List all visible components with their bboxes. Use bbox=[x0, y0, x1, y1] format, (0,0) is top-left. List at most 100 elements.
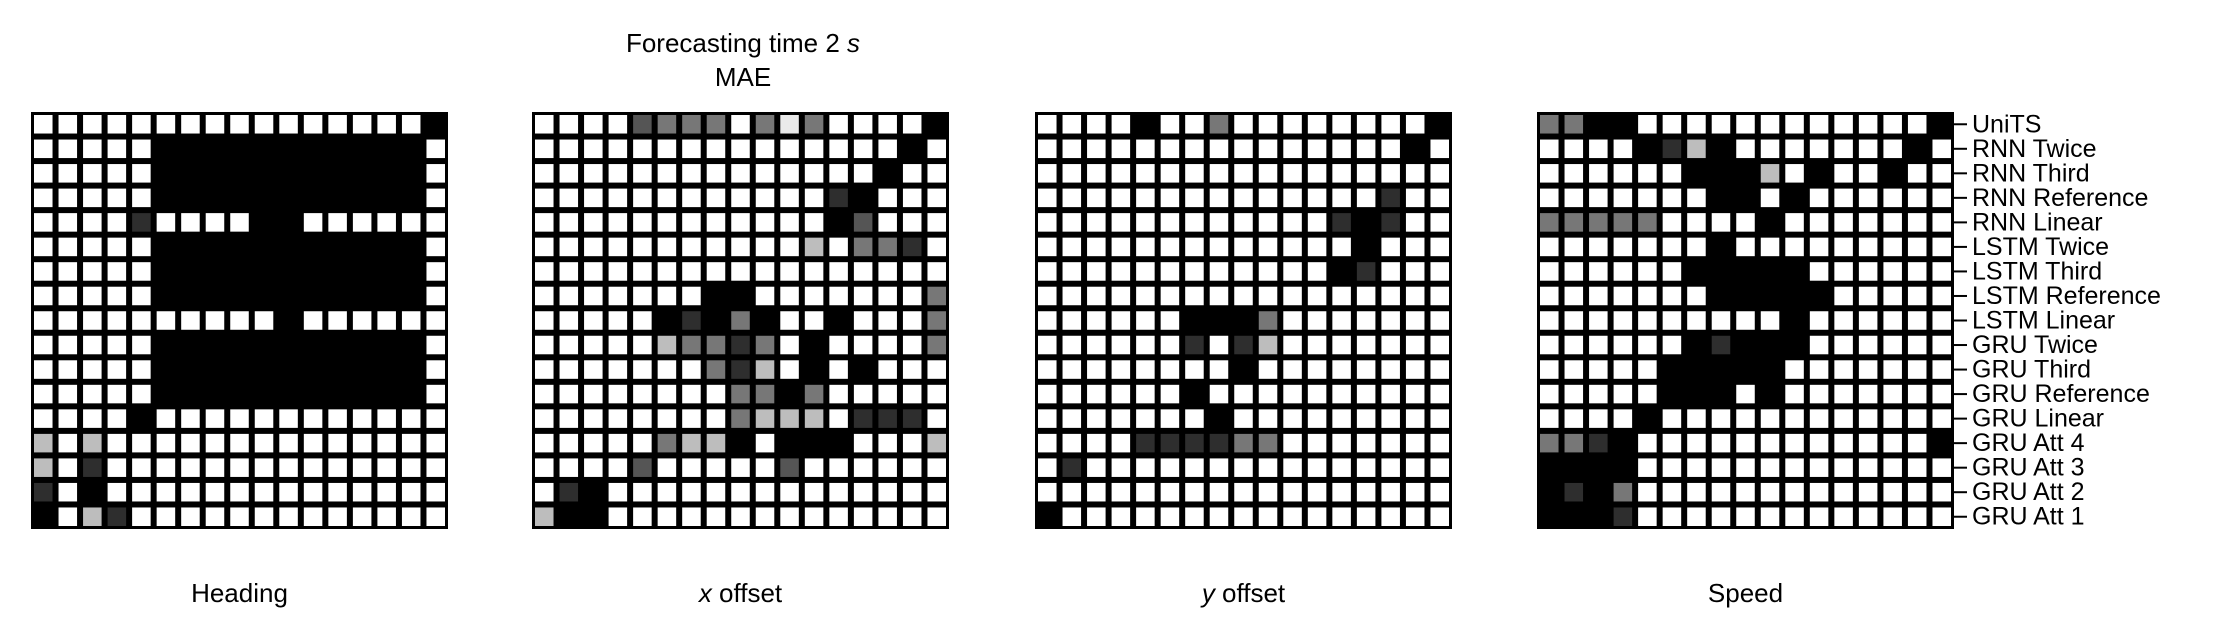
heatmap-cell bbox=[1332, 409, 1351, 428]
heatmap-cell bbox=[230, 335, 249, 355]
heatmap-cell bbox=[1062, 335, 1082, 355]
heatmap-cell bbox=[1834, 433, 1853, 453]
heatmap-cell bbox=[1736, 507, 1755, 526]
heatmap-cell bbox=[156, 164, 176, 183]
heatmap-cell bbox=[279, 335, 298, 355]
heatmap-cell bbox=[1185, 360, 1204, 379]
heatmap-cell bbox=[853, 384, 873, 404]
heatmap-cell bbox=[58, 139, 78, 159]
heatmap-cell bbox=[1307, 237, 1327, 257]
heatmap-cell bbox=[1564, 458, 1584, 477]
heatmap-cell bbox=[927, 360, 946, 379]
heatmap-cell bbox=[83, 384, 102, 404]
heatmap-cell bbox=[1638, 433, 1657, 453]
heatmap-cell bbox=[352, 433, 372, 453]
heatmap-cell bbox=[1307, 335, 1327, 355]
heatmap-cell bbox=[1736, 262, 1755, 281]
heatmap-cell bbox=[1136, 213, 1155, 232]
heatmap-cell bbox=[1858, 139, 1878, 159]
heatmap-cell bbox=[731, 262, 750, 281]
heatmap-cell bbox=[83, 115, 102, 134]
heatmap-cell bbox=[1785, 188, 1804, 208]
heatmap-cell bbox=[352, 139, 372, 159]
y-tick-label: GRU Linear bbox=[1972, 405, 2104, 433]
heatmap-cell bbox=[107, 507, 127, 526]
heatmap-cell bbox=[1809, 286, 1829, 306]
panel-label: x offset bbox=[697, 578, 783, 608]
heatmap-cell bbox=[279, 213, 298, 232]
heatmap-cell bbox=[377, 237, 396, 257]
heatmap-cell bbox=[1160, 360, 1180, 379]
heatmap-cell bbox=[279, 311, 298, 330]
heatmap-cell bbox=[584, 188, 603, 208]
heatmap-cell bbox=[1809, 213, 1829, 232]
heatmap-cell bbox=[1589, 433, 1608, 453]
heatmap-cell bbox=[1662, 237, 1682, 257]
heatmap-cell bbox=[780, 507, 799, 526]
heatmap-cell bbox=[1932, 115, 1951, 134]
heatmap-cell bbox=[401, 115, 421, 134]
heatmap-cell bbox=[1258, 164, 1278, 183]
heatmap-cell bbox=[1160, 458, 1180, 477]
heatmap-cell bbox=[682, 482, 701, 502]
heatmap-cell bbox=[804, 360, 824, 379]
heatmap-cell bbox=[853, 115, 873, 134]
heatmap-cell bbox=[1209, 188, 1229, 208]
heatmap-cell bbox=[1564, 433, 1584, 453]
heatmap-cell bbox=[1907, 164, 1927, 183]
heatmap-cell bbox=[1883, 188, 1902, 208]
heatmap-cell bbox=[829, 335, 848, 355]
heatmap-cell bbox=[1038, 115, 1057, 134]
heatmap-cell bbox=[1356, 262, 1376, 281]
heatmap-cell bbox=[1234, 409, 1253, 428]
heatmap-cell bbox=[132, 482, 151, 502]
heatmap-cell bbox=[1540, 507, 1559, 526]
heatmap-cell bbox=[633, 311, 652, 330]
heatmap-cell bbox=[927, 507, 946, 526]
heatmap-cell bbox=[755, 188, 775, 208]
panels-group: Heading x offset y offset Speed bbox=[31, 112, 1954, 608]
heatmap-cell bbox=[927, 433, 946, 453]
heatmap-cell bbox=[1087, 507, 1106, 526]
heatmap-cell bbox=[328, 433, 347, 453]
heatmap-cell bbox=[83, 335, 102, 355]
heatmap-cell bbox=[1209, 384, 1229, 404]
heatmap-cell bbox=[1283, 213, 1302, 232]
heatmap-cell bbox=[1332, 237, 1351, 257]
heatmap-cell bbox=[1907, 409, 1927, 428]
heatmap-cell bbox=[902, 115, 922, 134]
heatmap-cell bbox=[1160, 482, 1180, 502]
heatmap-cell bbox=[1136, 507, 1155, 526]
heatmap-cell bbox=[633, 482, 652, 502]
heatmap-cell bbox=[303, 335, 323, 355]
heatmap-cell bbox=[328, 335, 347, 355]
heatmap-cell bbox=[1038, 286, 1057, 306]
heatmap-cell bbox=[107, 384, 127, 404]
heatmap-cell bbox=[1638, 409, 1657, 428]
heatmap-cell bbox=[878, 433, 897, 453]
heatmap-cell bbox=[58, 458, 78, 477]
heatmap-cell bbox=[1307, 360, 1327, 379]
heatmap-cell bbox=[1834, 507, 1853, 526]
heatmap-cell bbox=[1760, 311, 1780, 330]
heatmap-cell bbox=[608, 335, 628, 355]
heatmap-cell bbox=[1160, 262, 1180, 281]
heatmap-cell bbox=[58, 115, 78, 134]
heatmap-cell bbox=[1785, 433, 1804, 453]
heatmap-cell bbox=[1185, 409, 1204, 428]
heatmap-cell bbox=[584, 286, 603, 306]
heatmap-cell bbox=[1258, 311, 1278, 330]
heatmap-cell bbox=[1638, 384, 1657, 404]
heatmap-cell bbox=[853, 311, 873, 330]
heatmap-cell bbox=[279, 237, 298, 257]
heatmap-cell bbox=[878, 507, 897, 526]
heatmap-cell bbox=[559, 360, 579, 379]
heatmap-cell bbox=[731, 115, 750, 134]
heatmap-cell bbox=[132, 384, 151, 404]
heatmap-cell bbox=[755, 360, 775, 379]
heatmap-cell bbox=[633, 286, 652, 306]
heatmap-cell bbox=[804, 507, 824, 526]
heatmap-cell bbox=[731, 458, 750, 477]
heatmap-cell bbox=[1564, 335, 1584, 355]
heatmap-cell bbox=[1381, 139, 1400, 159]
